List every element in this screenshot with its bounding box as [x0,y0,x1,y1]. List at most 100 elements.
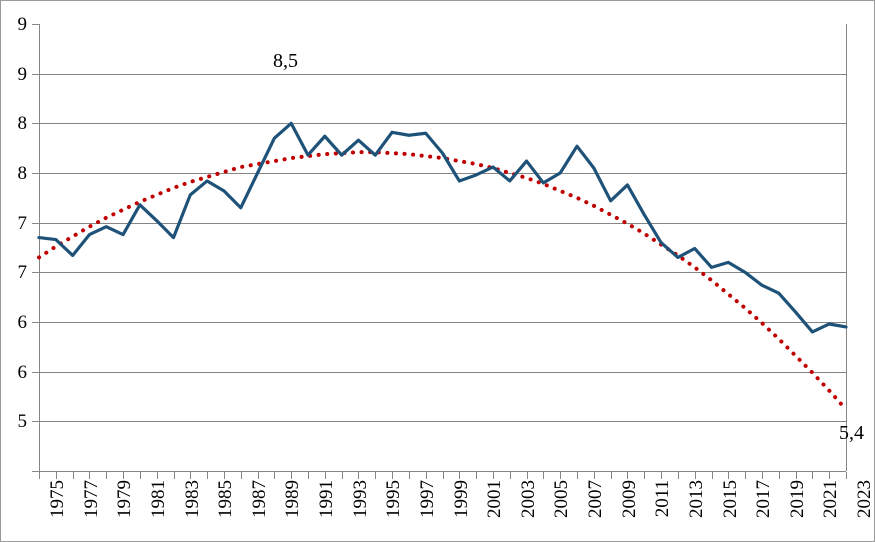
x-tick-label: 1987 [248,480,270,518]
x-tick [510,472,511,479]
y-tick-label: 7 [17,262,28,283]
y-tick [32,471,39,472]
x-tick-label: 2011 [652,480,674,518]
y-tick-label: 5 [17,411,28,432]
x-tick [174,472,175,479]
x-tick-label: 1989 [282,480,304,518]
x-tick [308,472,309,479]
x-tick [611,472,612,479]
x-tick [375,472,376,479]
y-tick [32,223,39,224]
x-tick [594,472,595,479]
x-tick [728,472,729,479]
y-axis-line [39,24,40,471]
y-tick-label: 9 [17,14,28,35]
x-tick [745,472,746,479]
x-tick-label: 1975 [47,480,68,518]
x-tick-label: 2005 [551,480,573,518]
x-tick-label: 2007 [585,480,606,518]
x-tick [493,472,494,479]
x-tick-label: 1993 [349,480,371,518]
gridline [39,421,846,422]
x-tick [157,472,158,479]
x-tick-label: 2003 [517,480,539,518]
x-tick [89,472,90,479]
gridline [39,173,846,174]
gridline [39,123,846,124]
x-tick [241,472,242,479]
x-tick-label: 1999 [450,480,472,518]
x-tick-label: 2015 [719,480,741,518]
y-tick [32,74,39,75]
x-tick [392,472,393,479]
y-tick-label: 8 [17,113,28,134]
x-tick-label: 2017 [753,480,775,518]
x-tick [409,472,410,479]
x-tick [342,472,343,479]
gridline [39,74,846,75]
gridline [39,223,846,224]
x-tick [39,472,40,479]
x-tick [678,472,679,479]
x-tick [123,472,124,479]
y-tick [32,123,39,124]
x-tick [560,472,561,479]
x-axis-line [39,471,846,472]
x-tick-label: 1979 [114,480,136,518]
x-tick [627,472,628,479]
x-tick-label: 1977 [80,480,102,518]
x-tick [829,472,830,479]
y-tick-label: 6 [17,362,28,383]
x-tick [695,472,696,479]
x-tick-label: 2013 [685,480,707,518]
x-tick [762,472,763,479]
x-tick-label: 1995 [383,480,405,518]
x-tick [358,472,359,479]
x-tick-label: 2021 [820,480,842,518]
x-tick-label: 2001 [484,480,506,518]
y-tick [32,372,39,373]
gridline [39,372,846,373]
data-label: 5,4 [839,422,864,444]
x-tick-label: 2019 [786,480,808,518]
x-tick-label: 2023 [854,480,875,518]
x-tick-label: 1985 [215,480,237,518]
x-tick [140,472,141,479]
x-tick [779,472,780,479]
y-tick-label: 8 [17,163,28,184]
x-tick [73,472,74,479]
x-tick [527,472,528,479]
y-tick-label: 7 [17,213,28,234]
x-tick [476,472,477,479]
x-tick [443,472,444,479]
x-tick [291,472,292,479]
x-tick [459,472,460,479]
x-tick-label: 1983 [181,480,203,518]
x-tick [812,472,813,479]
x-tick [712,472,713,479]
x-tick [274,472,275,479]
y-tick-label: 9 [17,64,28,85]
x-tick [190,472,191,479]
gridlines [39,1,846,541]
gridline [39,322,846,323]
y-tick [32,322,39,323]
y-tick [32,421,39,422]
data-label: 8,5 [273,50,298,72]
y-tick-label: 6 [17,312,28,333]
x-tick [207,472,208,479]
y-tick [32,173,39,174]
x-tick [543,472,544,479]
x-tick [644,472,645,479]
x-tick-label: 1991 [316,480,337,518]
x-tick [224,472,225,479]
x-tick [577,472,578,479]
x-tick [846,472,847,479]
y-tick [32,272,39,273]
gridline [39,272,846,273]
x-tick [56,472,57,479]
y-tick [32,24,39,25]
x-tick-label: 1997 [416,480,438,518]
x-tick [258,472,259,479]
